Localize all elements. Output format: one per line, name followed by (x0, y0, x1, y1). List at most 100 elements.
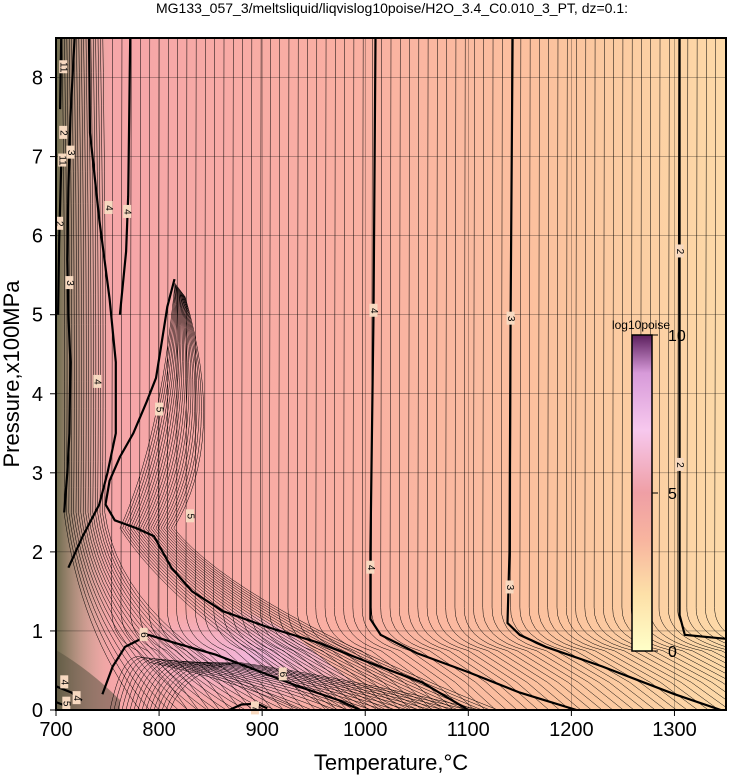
contour-label-text: 3 (64, 280, 75, 286)
x-tick-label: 800 (142, 719, 175, 741)
contour-label-bg (675, 457, 684, 471)
contour-label-bg (93, 374, 102, 388)
x-tick-label: 1200 (549, 719, 594, 741)
minor-contour (501, 38, 635, 710)
minor-contour (158, 292, 451, 710)
minor-contour (194, 38, 284, 710)
minor-contour (121, 658, 337, 710)
major-contour-11 (59, 38, 63, 110)
contour-label: 3 (505, 311, 516, 325)
minor-contour (575, 38, 720, 710)
x-tick-label: 1100 (447, 719, 490, 741)
minor-contour (149, 662, 421, 710)
minor-contour (142, 288, 403, 710)
minor-contour (61, 38, 141, 710)
contour-label: 11 (57, 153, 68, 167)
minor-contour (222, 38, 316, 710)
contour-label-text: 6 (277, 672, 288, 678)
contour-label-bg (65, 276, 74, 290)
minor-contour (165, 662, 469, 710)
y-axis-label: Pressure,x100MPa (0, 280, 24, 468)
contour-label-bg (155, 402, 164, 416)
contour-label-bg (369, 303, 378, 317)
minor-contour (71, 38, 179, 710)
contour-label: 3 (64, 276, 75, 290)
contour-label-bg (186, 509, 194, 523)
minor-contour (76, 38, 198, 710)
minor-contour (147, 290, 419, 710)
contour-label-text: 3 (505, 316, 516, 322)
minor-contour (95, 38, 275, 710)
minor-contour (145, 289, 411, 710)
minor-contour (68, 38, 169, 710)
contour-label: 4 (59, 675, 70, 689)
minor-contour (167, 38, 252, 710)
contour-label-bg (62, 696, 71, 710)
colorbar-title: log10poise (612, 318, 670, 332)
contour-label: 2 (58, 125, 69, 139)
plot-frame (55, 37, 727, 711)
minor-contour (668, 38, 726, 654)
contour-label: 4 (92, 374, 103, 388)
minor-contour (173, 296, 499, 710)
contour-label-text: 2 (58, 130, 69, 136)
minor-contour (152, 291, 435, 710)
minor-contour (334, 38, 443, 710)
y-tick-label: 0 (32, 700, 43, 722)
contour-label-text: 5 (153, 407, 164, 413)
contour-label: 4 (71, 691, 82, 705)
x-tick-label: 700 (39, 719, 72, 741)
contour-label-text: 4 (365, 565, 376, 571)
contour-label: 6 (277, 667, 288, 681)
contour-label: 2 (674, 244, 685, 258)
minor-contour (454, 38, 582, 710)
y-tick-label: 7 (32, 147, 43, 169)
minor-contour (343, 38, 454, 710)
contour-label-text: 11 (58, 62, 69, 73)
minor-contour (315, 38, 422, 710)
minor-contour (491, 38, 624, 710)
contour-label-bg (60, 675, 69, 689)
contour-label-text: 4 (71, 695, 82, 701)
contour-label-text: 3 (65, 150, 76, 156)
major-contour-2 (678, 38, 726, 640)
contour-label-bg (675, 244, 684, 258)
contour-label-text: 2 (674, 462, 685, 468)
contour-label: 11 (58, 60, 69, 74)
minor-contour (78, 38, 208, 710)
minor-contour (124, 284, 347, 710)
contour-label: 4 (103, 200, 114, 214)
contour-label-bg (104, 200, 113, 214)
minor-contour (160, 293, 459, 710)
y-tick-label: 4 (32, 384, 43, 406)
y-tick-label: 5 (32, 305, 43, 327)
contour-label-bg (59, 125, 68, 139)
minor-contour (269, 38, 369, 710)
minor-contour (129, 659, 361, 710)
minor-contour (463, 38, 592, 710)
minor-contour (137, 661, 385, 710)
minor-contour (88, 38, 246, 710)
minor-contour (145, 661, 409, 710)
y-tick-label: 8 (32, 68, 43, 90)
major-contour-3 (506, 38, 722, 710)
minor-contour (714, 38, 726, 633)
contour-label-text: 3 (504, 585, 515, 591)
contour-label-bg (123, 204, 132, 218)
minor-contour (519, 38, 656, 710)
contour-label: 6 (138, 627, 149, 641)
contour-label-bg (66, 145, 75, 159)
minor-contour (324, 38, 433, 710)
contour-label: 3 (504, 580, 515, 594)
minor-contour (169, 662, 481, 710)
minor-contour (90, 38, 256, 710)
minor-contour (482, 38, 613, 710)
minor-contour (695, 38, 726, 644)
minor-contour (150, 290, 427, 710)
colorbar-gradient (631, 334, 653, 652)
contour-label-text: 4 (59, 680, 70, 686)
contour-label-bg (278, 667, 287, 681)
minor-contour (213, 38, 305, 710)
minor-contour (436, 38, 560, 710)
